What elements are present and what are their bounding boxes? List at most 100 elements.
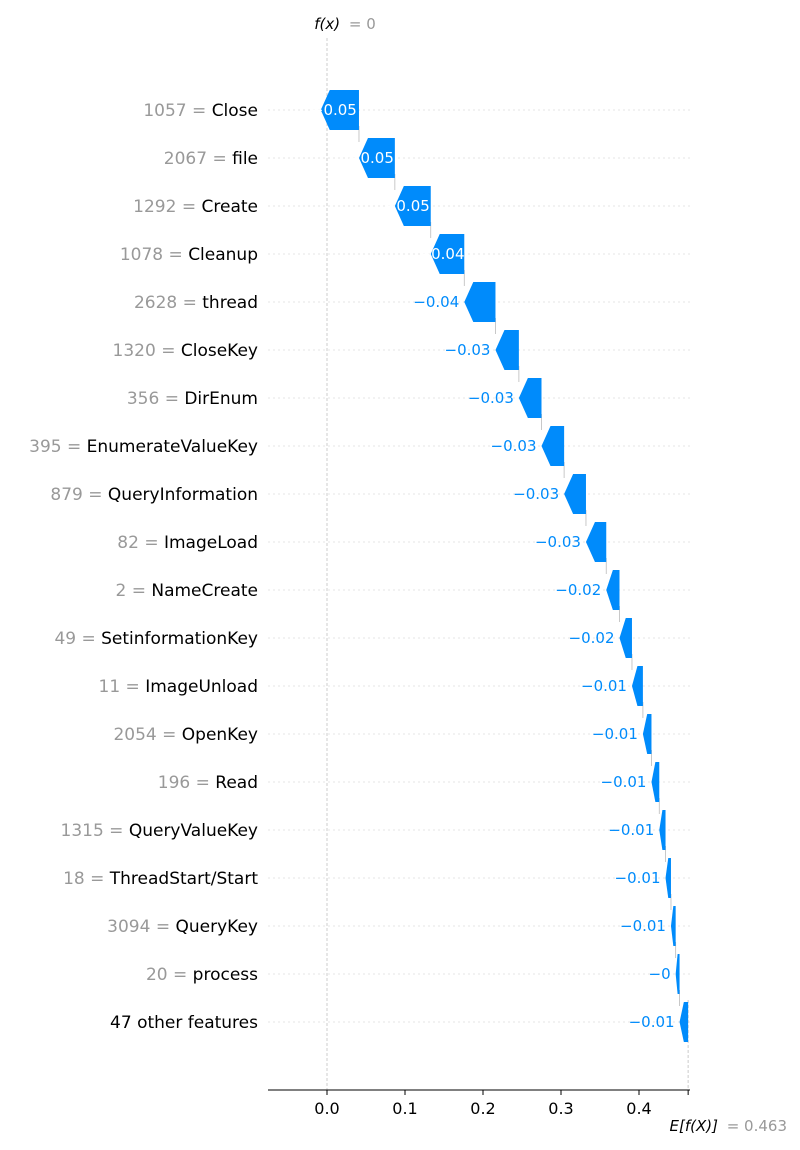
feature-label: 1078 = Cleanup [120,245,258,265]
waterfall-bar [564,474,586,514]
waterfall-bar [679,1002,689,1042]
feature-name: OpenKey [182,725,258,745]
feature-label: 49 = SetinformationKey [54,629,258,649]
x-axis: 0.0 0.1 0.2 0.3 0.4 [268,1089,690,1118]
bar-value-label: −0.04 [419,245,465,263]
bar-value-label: −0.03 [491,437,537,455]
bar-value-label: −0.01 [608,821,654,839]
feature-name: EnumerateValueKey [87,437,258,457]
waterfall-bar [619,618,632,658]
bar-value-label: −0.02 [569,629,615,647]
waterfall-bar [541,426,565,466]
ex-value: = 0.463 [727,1117,787,1135]
waterfall-bar [675,954,680,994]
waterfall-bar [358,138,395,178]
x-tick-label: 0.2 [470,1099,495,1118]
feature-name: SetinformationKey [101,629,258,649]
bar-value-label: −0.02 [555,581,601,599]
feature-name: process [193,965,258,985]
bar-value-label: −0.05 [348,149,394,167]
waterfall-bar [665,858,671,898]
waterfall-bar [585,522,607,562]
bars-layer: −0.05 −0.05 −0.05 −0.04 −0.04 −0.03 −0.03 −0.03… [311,90,689,1042]
feature-value: 20 = [146,965,193,985]
feature-value: 356 = [127,389,185,409]
bar-value-label: −0.03 [513,485,559,503]
bar-value-label: −0.01 [629,1013,675,1031]
bar-value-label: −0.05 [384,197,430,215]
feature-label: 2 = NameCreate [115,581,258,601]
bar-value-label: −0.03 [445,341,491,359]
feature-label: 2628 = thread [134,293,258,313]
feature-label: 356 = DirEnum [127,389,258,409]
waterfall-bar [606,570,620,610]
feature-value: 395 = [29,437,87,457]
bar-value-label: −0.03 [535,533,581,551]
feature-value: 2067 = [164,149,232,169]
bar-value-label: −0.03 [468,389,514,407]
bar-value-label: −0.01 [620,917,666,935]
waterfall-bar [394,186,431,226]
feature-label: 1320 = CloseKey [113,341,258,361]
feature-label: 2067 = file [164,149,258,169]
bar-value-label: −0.05 [311,101,357,119]
feature-label: 879 = QueryInformation [50,485,258,505]
bar-value-label: −0.04 [413,293,459,311]
x-tick-label: 0.3 [548,1099,573,1118]
fx-label: f(x) [314,15,340,33]
waterfall-bar [518,378,542,418]
feature-value: 2 = [115,581,151,601]
feature-value: 196 = [158,773,216,793]
bar-value-label: −0.01 [592,725,638,743]
bar-value-label: −0.01 [581,677,627,695]
feature-label: 395 = EnumerateValueKey [29,437,258,457]
feature-label: 1057 = Close [143,101,258,121]
feature-name: QueryKey [176,917,259,937]
fx-annotation: f(x) = 0 [314,15,376,33]
x-tick-label: 0.4 [626,1099,651,1118]
feature-label: 20 = process [146,965,258,985]
waterfall-bar [651,762,660,802]
feature-value: 49 = [54,629,101,649]
waterfall-bar [670,906,676,946]
feature-name: Create [202,197,259,217]
feature-name: 47 other features [110,1013,258,1033]
feature-name: file [232,149,258,169]
feature-label: 1315 = QueryValueKey [61,821,259,841]
waterfall-bar [659,810,666,850]
feature-label: 3094 = QueryKey [107,917,258,937]
feature-value: 1320 = [113,341,181,361]
feature-value: 2054 = [113,725,181,745]
feature-name: QueryInformation [108,485,258,505]
feature-name: ImageLoad [164,533,258,553]
feature-name: NameCreate [151,581,258,601]
feature-name: thread [202,293,258,313]
x-tick-label: 0.0 [314,1099,339,1118]
feature-name: QueryValueKey [129,821,258,841]
feature-value: 1292 = [133,197,201,217]
bar-value-label: −0.01 [615,869,661,887]
feature-value: 18 = [63,869,110,889]
x-tick-label: 0.1 [392,1099,417,1118]
feature-label: 18 = ThreadStart/Start [63,869,258,889]
feature-name: Close [212,101,258,121]
ex-label: E[f(X)] [669,1117,718,1135]
feature-name: ThreadStart/Start [109,869,259,889]
feature-label: 196 = Read [158,773,258,793]
feature-name: ImageUnload [145,677,258,697]
waterfall-bar [320,90,359,130]
feature-labels-layer: 1057 = Close 2067 = file 1292 = Create 1078… [29,101,258,1033]
waterfall-bar [642,714,652,754]
waterfall-bar [495,330,519,370]
feature-label: 1292 = Create [133,197,258,217]
feature-name: Cleanup [188,245,258,265]
fx-value: = 0 [349,15,376,33]
feature-value: 11 = [99,677,146,697]
feature-label: 2054 = OpenKey [113,725,258,745]
feature-value: 82 = [117,533,164,553]
feature-value: 3094 = [107,917,175,937]
feature-name: DirEnum [184,389,258,409]
feature-label: 47 other features [110,1013,258,1033]
feature-value: 1057 = [143,101,211,121]
